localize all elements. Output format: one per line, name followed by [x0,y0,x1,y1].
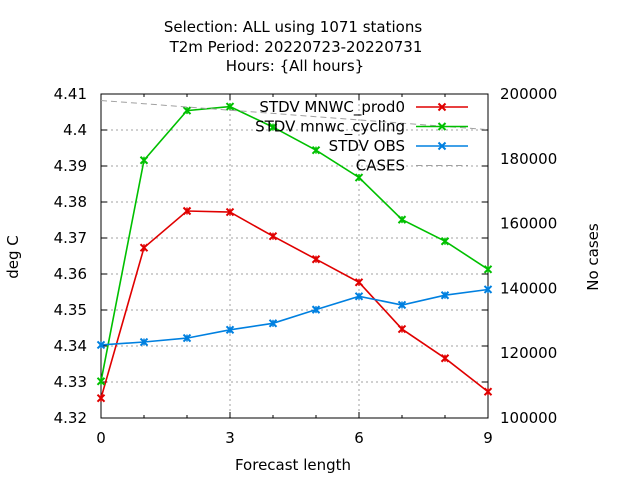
data-point [440,237,450,246]
y2-tick-label: 120000 [500,344,557,362]
y-tick-label: 4.39 [54,157,87,175]
data-point [354,278,364,287]
grid [101,94,488,418]
legend-label: CASES [356,157,405,175]
y-tick-label: 4.34 [54,337,87,355]
data-point [354,173,364,182]
y-tick-label: 4.4 [63,121,87,139]
data-point [96,393,106,403]
data-point [311,145,321,155]
data-point [268,122,278,132]
data-point [354,292,364,301]
title-line-1: Selection: ALL using 1071 stations [164,18,423,36]
data-point [397,215,407,224]
data-point [268,231,278,241]
legend-label: STDV OBS [329,137,405,155]
x-tick-label: 0 [96,429,106,447]
data-point [397,324,407,334]
data-point [440,291,450,300]
x-tick-label: 6 [354,429,364,447]
title-line-2: T2m Period: 20220723-20220731 [169,38,423,56]
legend-marker [437,102,447,112]
y-tick-label: 4.36 [54,265,87,283]
y-tick-label: 4.41 [54,85,87,103]
y-tick-label: 4.32 [54,409,87,427]
y-tick-label: 4.37 [54,229,87,247]
data-point [182,106,192,115]
legend-marker [437,122,447,131]
chart-title: Selection: ALL using 1071 stations T2m P… [164,18,423,75]
data-point [311,305,321,314]
legend-marker [437,141,447,151]
data-point [311,255,321,264]
y-tick-label: 4.35 [54,301,87,319]
data-point [225,102,235,111]
data-point [268,319,278,328]
y2-tick-label: 160000 [500,215,557,233]
legend-label: STDV mnwc_cycling [255,118,405,137]
data-point [96,377,106,386]
y2-tick-label: 100000 [500,409,557,427]
axes: 4.32 4.33 4.34 4.35 4.36 4.37 4.38 4.39 4.4 4.41 1… [54,85,558,447]
y2-tick-label: 180000 [500,150,557,168]
data-point [483,387,493,396]
data-point [483,285,493,294]
y2-axis-label: No cases [584,223,602,291]
data-point [182,206,192,216]
data-point [397,300,407,310]
x-tick-label: 3 [225,429,235,447]
title-line-3: Hours: {All hours} [226,57,364,75]
data-point [139,156,149,165]
y-tick-label: 4.33 [54,373,87,391]
y-tick-label: 4.38 [54,193,87,211]
plot-border [100,93,489,419]
series-lines [96,100,493,403]
x-axis-label: Forecast length [235,456,351,474]
data-point [139,243,149,252]
series-line-2 [100,288,489,346]
data-point [483,265,493,274]
y-axis-label: deg C [4,235,22,279]
data-point [182,333,192,343]
data-point [225,207,235,217]
x-tick-label: 9 [483,429,493,447]
data-point [225,325,235,335]
series-line-0 [100,210,489,399]
y2-tick-label: 140000 [500,279,557,297]
series-line-3 [100,100,489,131]
series-line-1 [100,105,489,382]
legend-label: STDV MNWC_prod0 [259,98,405,117]
data-point [139,337,149,347]
data-point [440,354,450,363]
data-point [96,340,106,350]
y2-tick-label: 200000 [500,85,557,103]
